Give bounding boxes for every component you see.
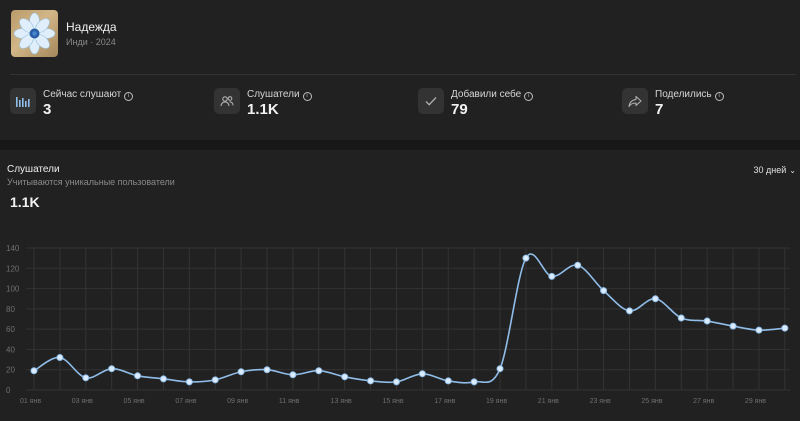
x-tick-label: 07 янв — [175, 398, 196, 405]
chevron-down-icon: ⌄ — [789, 166, 796, 175]
x-tick-label: 05 янв — [124, 398, 145, 405]
stat-value: 3 — [43, 101, 52, 118]
data-point — [108, 365, 116, 373]
release-subtitle: Инди · 2024 — [66, 37, 116, 47]
data-point — [781, 324, 789, 332]
series-line — [33, 253, 785, 384]
y-tick-label: 100 — [6, 285, 20, 294]
data-point — [625, 307, 633, 315]
data-point — [263, 366, 271, 374]
y-tick-label: 140 — [6, 244, 20, 253]
info-icon[interactable]: i — [714, 92, 724, 101]
data-point — [418, 370, 426, 378]
data-point — [134, 372, 142, 380]
data-point — [56, 354, 64, 362]
stat-value: 7 — [655, 101, 664, 118]
bars-icon — [10, 88, 36, 114]
x-tick-label: 17 янв — [434, 398, 455, 405]
info-icon[interactable]: i — [524, 92, 534, 101]
y-tick-label: 40 — [6, 345, 15, 354]
stat-value: 79 — [451, 101, 468, 118]
data-point — [444, 377, 452, 385]
listeners-line-chart: 0 20 40 60 80 100 120 140 01 янв 03 янв 05 янв 07 я… — [6, 244, 790, 405]
data-point — [755, 326, 763, 334]
data-point — [289, 371, 297, 379]
y-tick-label: 60 — [6, 325, 15, 334]
info-icon[interactable]: i — [302, 92, 312, 101]
data-point — [315, 367, 323, 375]
data-point — [159, 375, 167, 383]
data-point — [496, 365, 504, 373]
data-point — [651, 295, 659, 303]
data-point — [211, 376, 219, 384]
chart-total: 1.1K — [10, 194, 40, 210]
data-point — [82, 374, 90, 382]
data-point — [237, 368, 245, 376]
stat-label: Поделились — [655, 89, 712, 100]
y-tick-label: 80 — [6, 305, 15, 314]
chart-title: Слушатели — [7, 164, 60, 175]
stat-value: 1.1K — [247, 101, 279, 118]
data-point — [470, 378, 478, 386]
stat-label: Сейчас слушают — [43, 89, 122, 100]
data-point — [548, 272, 556, 280]
x-tick-label: 27 янв — [693, 398, 714, 405]
data-point — [574, 261, 582, 269]
data-point — [30, 367, 38, 375]
divider — [10, 74, 796, 75]
info-icon[interactable]: i — [124, 92, 134, 101]
listeners-chart-card: Слушатели Учитываются уникальные пользов… — [0, 150, 800, 421]
data-point — [522, 254, 530, 262]
x-tick-label: 03 янв — [72, 398, 93, 405]
data-point — [703, 317, 711, 325]
data-point — [367, 377, 375, 385]
data-point — [600, 287, 608, 295]
data-point — [392, 378, 400, 386]
stat-label: Слушатели — [247, 89, 300, 100]
flower-icon — [13, 12, 56, 55]
data-point — [185, 378, 193, 386]
x-tick-label: 25 янв — [641, 398, 662, 405]
x-tick-label: 01 янв — [20, 398, 41, 405]
y-tick-label: 20 — [6, 366, 15, 375]
x-tick-label: 19 янв — [486, 398, 507, 405]
users-icon — [214, 88, 240, 114]
y-tick-label: 120 — [6, 264, 20, 273]
period-select[interactable]: 30 дней ⌄ — [754, 165, 796, 175]
check-icon — [418, 88, 444, 114]
x-tick-label: 13 янв — [331, 398, 352, 405]
y-tick-label: 0 — [6, 386, 11, 395]
release-title[interactable]: Надежда — [66, 20, 117, 34]
chart-subtitle: Учитываются уникальные пользователи — [7, 177, 175, 187]
x-tick-label: 15 янв — [382, 398, 403, 405]
x-tick-label: 21 янв — [538, 398, 559, 405]
section-gap — [0, 140, 800, 150]
release-cover[interactable] — [11, 10, 58, 57]
x-tick-label: 09 янв — [227, 398, 248, 405]
x-tick-label: 23 янв — [590, 398, 611, 405]
release-card: Надежда Инди · 2024 Сейчас слушают i 3 Сл… — [0, 0, 800, 140]
period-label: 30 дней — [753, 165, 787, 175]
data-point — [677, 314, 685, 322]
stat-label: Добавили себе — [451, 89, 522, 100]
data-point — [729, 322, 737, 330]
x-tick-label: 29 янв — [745, 398, 766, 405]
data-point — [341, 373, 349, 381]
share-icon — [622, 88, 648, 114]
x-tick-label: 11 янв — [279, 398, 300, 405]
